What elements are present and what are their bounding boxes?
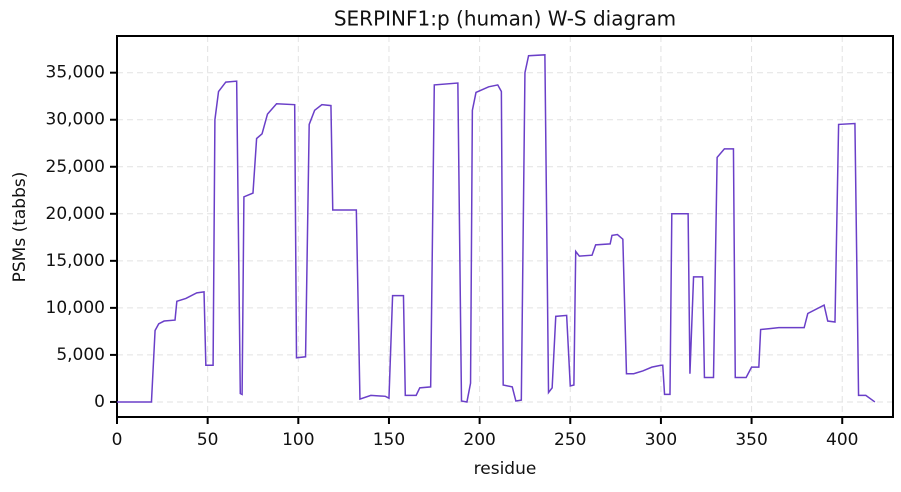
x-tick-label: 150 — [373, 430, 405, 450]
x-axis-label: residue — [474, 459, 537, 479]
y-tick-label: 35,000 — [46, 63, 105, 83]
x-tick-label: 250 — [554, 430, 586, 450]
y-tick-label: 25,000 — [46, 157, 105, 177]
x-tick-label: 400 — [826, 430, 858, 450]
y-tick-label: 10,000 — [46, 298, 105, 318]
y-axis-label: PSMs (tabbs) — [10, 172, 30, 283]
y-tick-label: 0 — [94, 392, 105, 412]
y-tick-label: 20,000 — [46, 204, 105, 224]
x-tick-label: 350 — [735, 430, 767, 450]
x-tick-label: 300 — [645, 430, 677, 450]
plot-frame — [116, 35, 894, 418]
chart-title: SERPINF1:p (human) W-S diagram — [334, 7, 676, 31]
y-tick-label: 5,000 — [56, 345, 105, 365]
x-tick-label: 0 — [112, 430, 123, 450]
data-line — [117, 54, 876, 403]
y-tick-label: 30,000 — [46, 110, 105, 130]
x-tick-label: 50 — [197, 430, 219, 450]
x-tick-label: 100 — [282, 430, 314, 450]
x-tick-label: 200 — [463, 430, 495, 450]
y-tick-label: 15,000 — [46, 251, 105, 271]
